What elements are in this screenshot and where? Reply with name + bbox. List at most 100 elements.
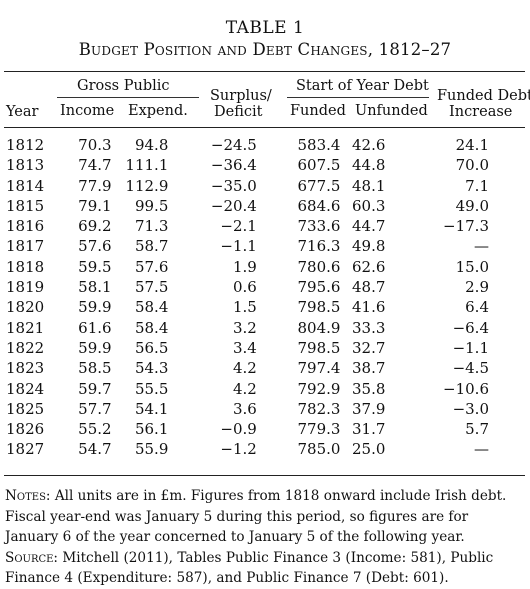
table-notes: Notes: All units are in £m. Figures from… — [5, 486, 525, 589]
cell-surplus-deficit: −2.1 — [220, 217, 257, 236]
table-row: 1812 70.3 94.8 −24.5 583.4 42.6 24.1 — [4, 135, 525, 155]
table-row: 1824 59.7 55.5 4.2 792.9 35.8 −10.6 — [4, 379, 525, 399]
cell-year: 1824 — [6, 379, 45, 398]
cell-funded-debt-increase: 2.9 — [465, 278, 489, 297]
cell-unfunded-debt: 42.6 — [352, 136, 386, 154]
cell-unfunded-debt: 62.6 — [352, 257, 386, 276]
cell-unfunded-debt: 44.7 — [352, 217, 386, 236]
cell-funded-debt-increase: 7.1 — [465, 176, 489, 195]
header-surplus-line2: Deficit — [214, 104, 263, 120]
cell-expend: 54.1 — [134, 399, 169, 418]
cell-surplus-deficit: 4.2 — [232, 359, 257, 378]
cell-year: 1819 — [6, 278, 45, 297]
header-rule — [4, 127, 525, 128]
cell-income: 59.9 — [78, 338, 112, 357]
cell-funded-debt-increase: — — [474, 440, 489, 459]
cell-surplus-deficit: −35.0 — [210, 176, 257, 195]
cell-funded-debt-increase: 6.4 — [465, 298, 489, 317]
cell-unfunded-debt: 31.7 — [352, 420, 386, 439]
cell-unfunded-debt: 48.1 — [352, 176, 386, 195]
cell-funded-debt-increase: −1.1 — [452, 338, 489, 357]
cell-year: 1822 — [6, 338, 45, 357]
cell-expend: 56.5 — [134, 338, 169, 357]
cell-expend: 112.9 — [125, 176, 169, 195]
cell-surplus-deficit: −0.9 — [220, 420, 257, 439]
cell-year: 1817 — [6, 237, 45, 256]
cell-unfunded-debt: 32.7 — [352, 338, 386, 357]
cell-expend: 111.1 — [125, 156, 169, 175]
cell-income: 55.2 — [78, 420, 112, 439]
cell-funded-debt: 780.6 — [297, 257, 341, 276]
cell-surplus-deficit: −20.4 — [210, 196, 257, 215]
cell-unfunded-debt: 38.7 — [352, 359, 386, 378]
cell-surplus-deficit: 0.6 — [232, 278, 257, 297]
cell-funded-debt: 795.6 — [297, 278, 341, 297]
source-paragraph: Source: Mitchell (2011), Tables Public F… — [5, 548, 525, 589]
cell-funded-debt: 716.3 — [297, 237, 341, 256]
table-row: 1815 79.1 99.5 −20.4 684.6 60.3 49.0 — [4, 196, 525, 216]
cell-funded-debt-increase: 5.7 — [465, 420, 489, 439]
cell-funded-debt-increase: 49.0 — [455, 196, 489, 215]
cell-expend: 57.6 — [134, 257, 169, 276]
cell-income: 61.6 — [78, 318, 112, 337]
cell-year: 1827 — [6, 440, 45, 459]
cell-expend: 56.1 — [134, 420, 169, 439]
header-funded: Funded — [290, 103, 346, 119]
cell-funded-debt-increase: −6.4 — [452, 318, 489, 337]
cell-surplus-deficit: 1.5 — [232, 298, 257, 317]
cell-income: 59.5 — [78, 257, 112, 276]
table-row: 1817 57.6 58.7 −1.1 716.3 49.8 — — [4, 236, 525, 256]
table-body: 1812 70.3 94.8 −24.5 583.4 42.6 24.1 1813 74.7 11… — [4, 135, 525, 460]
header-gross-public-rule — [57, 97, 199, 98]
cell-funded-debt: 785.0 — [297, 440, 341, 459]
table-row: 1823 58.5 54.3 4.2 797.4 38.7 −4.5 — [4, 358, 525, 378]
cell-expend: 58.4 — [134, 318, 169, 337]
cell-unfunded-debt: 41.6 — [352, 298, 386, 317]
header-income: Income — [60, 103, 115, 119]
cell-funded-debt: 677.5 — [297, 176, 341, 195]
header-gross-public: Gross Public — [77, 78, 170, 94]
cell-funded-debt-increase: −17.3 — [443, 217, 489, 236]
cell-year: 1818 — [6, 257, 45, 276]
cell-funded-debt: 804.9 — [297, 318, 341, 337]
cell-surplus-deficit: 3.6 — [232, 399, 257, 418]
table-row: 1822 59.9 56.5 3.4 798.5 32.7 −1.1 — [4, 338, 525, 358]
cell-expend: 94.8 — [134, 136, 169, 154]
cell-income: 79.1 — [78, 196, 112, 215]
cell-funded-debt: 733.6 — [297, 217, 341, 236]
cell-surplus-deficit: 3.4 — [232, 338, 257, 357]
cell-funded-debt: 798.5 — [297, 338, 341, 357]
table-row: 1825 57.7 54.1 3.6 782.3 37.9 −3.0 — [4, 399, 525, 419]
cell-income: 58.1 — [78, 278, 112, 297]
cell-funded-debt: 797.4 — [297, 359, 341, 378]
table-subtitle: Budget Position and Debt Changes, 1812–2… — [78, 40, 452, 59]
cell-funded-debt: 798.5 — [297, 298, 341, 317]
notes-label: Notes: — [5, 488, 51, 504]
cell-unfunded-debt: 25.0 — [352, 440, 386, 459]
top-rule — [4, 71, 525, 72]
header-funded-increase-line2: Increase — [449, 104, 513, 120]
cell-funded-debt: 583.4 — [297, 136, 341, 154]
cell-surplus-deficit: −24.5 — [210, 136, 257, 154]
cell-funded-debt-increase: — — [474, 237, 489, 256]
data-table: 1812 70.3 94.8 −24.5 583.4 42.6 24.1 1813 74.7 11… — [4, 135, 525, 460]
cell-funded-debt: 779.3 — [297, 420, 341, 439]
table-row: 1813 74.7 111.1 −36.4 607.5 44.8 70.0 — [4, 155, 525, 175]
cell-expend: 55.9 — [134, 440, 169, 459]
cell-year: 1812 — [6, 136, 45, 154]
cell-income: 57.6 — [78, 237, 112, 256]
cell-income: 59.9 — [78, 298, 112, 317]
header-year: Year — [6, 104, 39, 120]
cell-income: 69.2 — [78, 217, 112, 236]
cell-surplus-deficit: −1.2 — [220, 440, 257, 459]
cell-income: 74.7 — [78, 156, 112, 175]
cell-year: 1826 — [6, 420, 45, 439]
cell-year: 1815 — [6, 196, 45, 215]
notes-paragraph: Notes: All units are in £m. Figures from… — [5, 486, 525, 548]
cell-surplus-deficit: 3.2 — [232, 318, 257, 337]
cell-year: 1813 — [6, 156, 45, 175]
cell-funded-debt: 684.6 — [297, 196, 341, 215]
cell-unfunded-debt: 49.8 — [352, 237, 386, 256]
cell-expend: 58.7 — [134, 237, 169, 256]
